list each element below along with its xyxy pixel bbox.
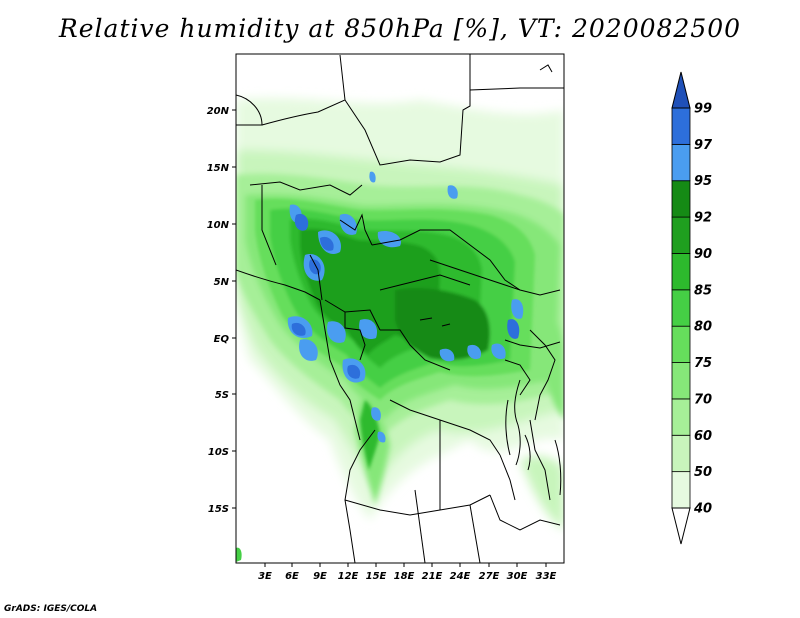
humidity-field <box>236 54 564 563</box>
colorbar-top-arrow <box>672 72 690 108</box>
colorbar-bottom-arrow <box>672 508 690 544</box>
colorbar-swatch <box>672 253 690 289</box>
colorbar-label: 75 <box>694 356 712 371</box>
colorbar-label: 95 <box>694 174 712 189</box>
colorbar-swatch <box>672 108 690 144</box>
colorbar-swatch <box>672 399 690 435</box>
y-tick-label: 10S <box>208 447 229 458</box>
colorbar-label: 97 <box>694 138 713 153</box>
colorbar-label: 92 <box>694 211 712 226</box>
y-tick-label: 20N <box>207 106 230 117</box>
y-tick-label: EQ <box>214 334 230 345</box>
colorbar-label: 90 <box>694 247 712 262</box>
x-tick-label: 24E <box>450 571 471 582</box>
y-tick-label: 5S <box>215 390 229 401</box>
colorbar-label: 40 <box>693 502 712 517</box>
colorbar-swatch <box>672 363 690 399</box>
colorbar-swatch <box>672 435 690 471</box>
colorbar-swatch <box>672 326 690 362</box>
colorbar-label: 80 <box>694 320 712 335</box>
colorbar-label: 60 <box>694 429 712 444</box>
colorbar-labels: 40 50 60 70 75 80 85 90 92 95 97 99 <box>693 102 713 517</box>
colorbar-swatch <box>672 181 690 217</box>
x-tick-label: 12E <box>338 571 359 582</box>
x-axis-labels: 3E 6E 9E 12E 15E 18E 21E 24E 27E 30E 33E <box>258 571 556 582</box>
colorbar-swatch <box>672 472 690 508</box>
y-tick-label: 15N <box>207 163 230 174</box>
y-tick-label: 15S <box>208 504 229 515</box>
colorbar-label: 85 <box>694 283 712 298</box>
grads-credit: GrADS: IGES/COLA <box>4 604 97 614</box>
x-tick-label: 21E <box>422 571 443 582</box>
map-figure: 3E 6E 9E 12E 15E 18E 21E 24E 27E 30E 33E… <box>0 0 800 618</box>
colorbar-swatch <box>672 217 690 253</box>
colorbar-swatch <box>672 290 690 326</box>
colorbar-label: 50 <box>694 465 712 480</box>
y-axis-labels: 20N 15N 10N 5N EQ 5S 10S 15S <box>207 106 230 515</box>
x-tick-label: 3E <box>258 571 272 582</box>
colorbar: 40 50 60 70 75 80 85 90 92 95 97 99 <box>672 72 713 544</box>
x-tick-label: 6E <box>285 571 299 582</box>
x-tick-label: 9E <box>313 571 327 582</box>
x-tick-label: 33E <box>536 571 557 582</box>
x-tick-label: 15E <box>366 571 387 582</box>
colorbar-label: 99 <box>694 102 712 117</box>
x-tick-label: 18E <box>394 571 415 582</box>
y-tick-label: 5N <box>214 277 230 288</box>
colorbar-swatches <box>672 108 690 508</box>
x-tick-label: 30E <box>507 571 528 582</box>
y-tick-label: 10N <box>207 220 230 231</box>
x-tick-label: 27E <box>479 571 500 582</box>
colorbar-label: 70 <box>694 392 712 407</box>
colorbar-swatch <box>672 144 690 180</box>
